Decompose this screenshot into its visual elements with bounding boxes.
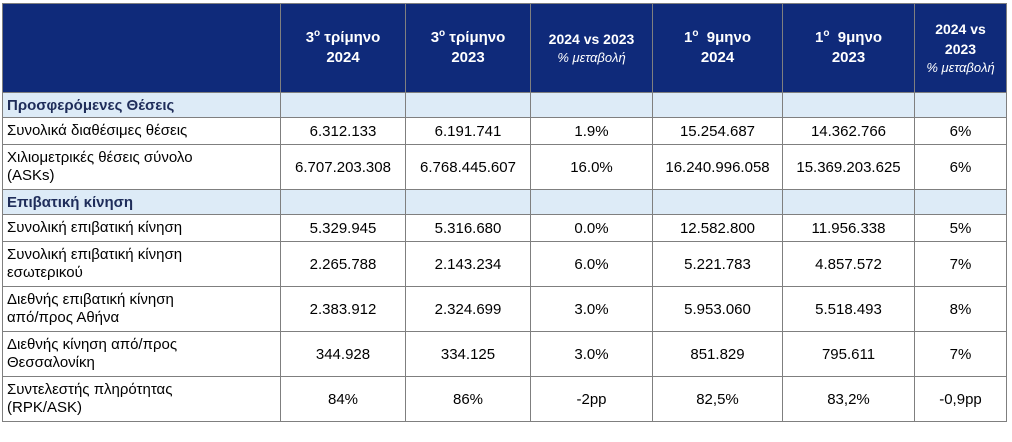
cell-value: 2.324.699 xyxy=(405,286,531,332)
row-label: Συντελεστής πληρότητας (RPK/ASK) xyxy=(2,376,281,422)
cell-value: 6% xyxy=(914,117,1007,145)
row-label-line: Συντελεστής πληρότητας xyxy=(7,381,173,398)
cell-value: 4.857.572 xyxy=(782,241,915,287)
cell-value: 5.329.945 xyxy=(280,214,406,242)
cell-value: 0.0% xyxy=(530,214,653,242)
cell-value: 16.240.996.058 xyxy=(652,144,783,190)
row-label-line: από/προς Αθήνα xyxy=(7,309,120,326)
row-label-line: Χιλιομετρικές θέσεις σύνολο xyxy=(7,149,193,166)
table-row: Συντελεστής πληρότητας (RPK/ASK) 84% 86% … xyxy=(2,376,1007,422)
cell-value: 12.582.800 xyxy=(652,214,783,242)
cell-value: 6.312.133 xyxy=(280,117,406,145)
header-9m-2023: 1ο 9μηνο 2023 xyxy=(782,3,915,93)
header-q3-change: 2024 vs 2023 % μεταβολή xyxy=(530,3,653,93)
row-label-line: Διεθνής κίνηση από/προς xyxy=(7,336,178,353)
cell-value: 851.829 xyxy=(652,331,783,377)
cell-value: 14.362.766 xyxy=(782,117,915,145)
cell-value: 795.611 xyxy=(782,331,915,377)
row-label: Χιλιομετρικές θέσεις σύνολο (ASKs) xyxy=(2,144,281,190)
cell-value: 334.125 xyxy=(405,331,531,377)
cell-value: 86% xyxy=(405,376,531,422)
cell-value: 2.383.912 xyxy=(280,286,406,332)
row-label-line: Διεθνής επιβατική κίνηση xyxy=(7,291,174,308)
cell-value: 15.254.687 xyxy=(652,117,783,145)
header-row: 3o τρίμηνο 2024 3ο τρίμηνο 2023 2024 vs … xyxy=(2,3,1007,93)
row-label-line: εσωτερικού xyxy=(7,264,83,281)
header-9m-change: 2024 vs 2023 % μεταβολή xyxy=(914,3,1007,93)
cell-value: 2.265.788 xyxy=(280,241,406,287)
cell-value: 7% xyxy=(914,241,1007,287)
table-row: Διεθνής κίνηση από/προς Θεσσαλονίκη 344.9… xyxy=(2,331,1007,377)
cell-value: 6.0% xyxy=(530,241,653,287)
cell-value: 8% xyxy=(914,286,1007,332)
row-label-line: (RPK/ASK) xyxy=(7,399,83,416)
row-label-line: (ASKs) xyxy=(7,167,55,184)
cell-value: 1.9% xyxy=(530,117,653,145)
cell-value: 5.953.060 xyxy=(652,286,783,332)
section-title: Επιβατική κίνηση xyxy=(2,189,281,215)
table-row: Συνολική επιβατική κίνηση εσωτερικού 2.26… xyxy=(2,241,1007,287)
row-label: Συνολική επιβατική κίνηση xyxy=(2,214,281,242)
cell-value: 3.0% xyxy=(530,331,653,377)
row-label-line: Συνολική επιβατική κίνηση xyxy=(7,246,183,263)
cell-value: 84% xyxy=(280,376,406,422)
cell-value: 7% xyxy=(914,331,1007,377)
header-9m-2024: 1ο 9μηνο 2024 xyxy=(652,3,783,93)
row-label: Διεθνής επιβατική κίνηση από/προς Αθήνα xyxy=(2,286,281,332)
cell-value: 16.0% xyxy=(530,144,653,190)
cell-value: 5.221.783 xyxy=(652,241,783,287)
cell-value: 6.768.445.607 xyxy=(405,144,531,190)
section-title: Προσφερόμενες Θέσεις xyxy=(2,92,281,118)
section-row-seats: Προσφερόμενες Θέσεις xyxy=(2,92,1007,118)
cell-value: 15.369.203.625 xyxy=(782,144,915,190)
table-row: Συνολικά διαθέσιμες θέσεις 6.312.133 6.1… xyxy=(2,117,1007,145)
traffic-statistics-table: 3o τρίμηνο 2024 3ο τρίμηνο 2023 2024 vs … xyxy=(2,3,1007,422)
cell-value: 344.928 xyxy=(280,331,406,377)
cell-value: 3.0% xyxy=(530,286,653,332)
cell-value: 6.191.741 xyxy=(405,117,531,145)
cell-value: -0,9pp xyxy=(914,376,1007,422)
cell-value: 2.143.234 xyxy=(405,241,531,287)
header-empty-cell xyxy=(2,3,281,93)
cell-value: 11.956.338 xyxy=(782,214,915,242)
row-label: Συνολικά διαθέσιμες θέσεις xyxy=(2,117,281,145)
cell-value: 5.316.680 xyxy=(405,214,531,242)
row-label: Διεθνής κίνηση από/προς Θεσσαλονίκη xyxy=(2,331,281,377)
header-q3-2023: 3ο τρίμηνο 2023 xyxy=(405,3,531,93)
row-label: Συνολική επιβατική κίνηση εσωτερικού xyxy=(2,241,281,287)
cell-value: 82,5% xyxy=(652,376,783,422)
cell-value: 5% xyxy=(914,214,1007,242)
cell-value: 83,2% xyxy=(782,376,915,422)
cell-value: 5.518.493 xyxy=(782,286,915,332)
cell-value: -2pp xyxy=(530,376,653,422)
table-row: Διεθνής επιβατική κίνηση από/προς Αθήνα 2… xyxy=(2,286,1007,332)
cell-value: 6.707.203.308 xyxy=(280,144,406,190)
header-q3-2024: 3o τρίμηνο 2024 xyxy=(280,3,406,93)
table-row: Συνολική επιβατική κίνηση 5.329.945 5.31… xyxy=(2,214,1007,242)
row-label-line: Θεσσαλονίκη xyxy=(7,354,95,371)
section-row-traffic: Επιβατική κίνηση xyxy=(2,189,1007,215)
table-row: Χιλιομετρικές θέσεις σύνολο (ASKs) 6.707.… xyxy=(2,144,1007,190)
cell-value: 6% xyxy=(914,144,1007,190)
